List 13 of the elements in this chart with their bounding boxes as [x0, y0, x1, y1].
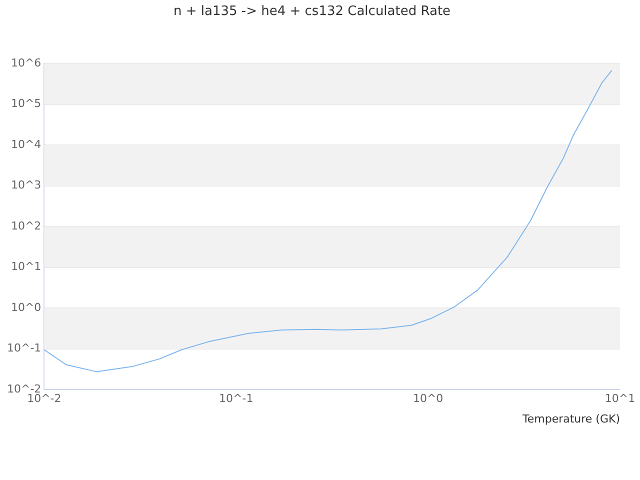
x-axis-title: Temperature (GK): [522, 412, 620, 426]
y-tick-label: 10^0: [10, 300, 42, 314]
x-tick-label: 10^-1: [219, 392, 254, 406]
y-tick-label: 10^3: [10, 178, 42, 192]
y-tick-label: 10^5: [10, 97, 42, 110]
y-tick-label: 10^6: [10, 56, 42, 70]
y-tick-label: 10^4: [10, 138, 42, 151]
y-tick-label: 10^1: [10, 260, 42, 274]
x-tick-label: 10^1: [604, 392, 636, 406]
y-tick-label: 10^-1: [6, 342, 42, 355]
y-tick-label: 10^2: [10, 219, 42, 232]
x-tick-label: 10^0: [412, 392, 444, 406]
chart-title: n + la135 -> he4 + cs132 Calculated Rate: [173, 4, 451, 20]
